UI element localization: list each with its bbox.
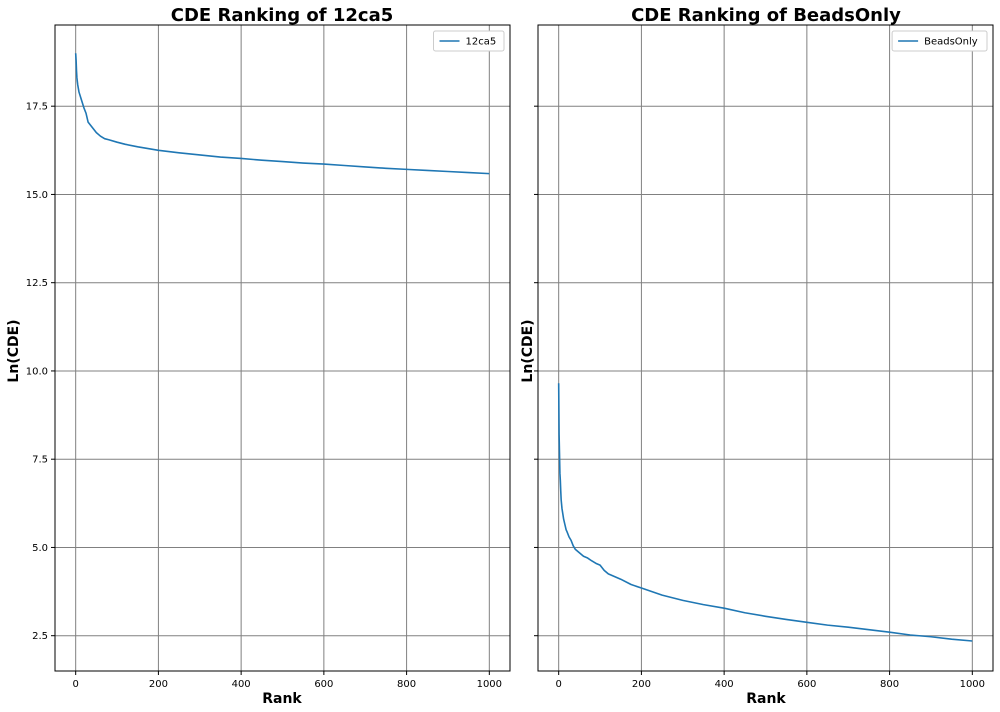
y-axis-label: Ln(CDE) [6, 319, 22, 382]
legend-label: BeadsOnly [924, 37, 978, 48]
y-tick-label: 10.0 [26, 366, 48, 377]
legend-label: 12ca5 [466, 37, 497, 48]
legend: 12ca5 [433, 30, 505, 52]
x-tick-label: 400 [715, 679, 734, 690]
plot-frame [54, 24, 511, 672]
x-axis-ticks: 0 200 400 600 800 1000 [555, 671, 985, 690]
legend-box [433, 30, 505, 52]
x-axis-label: Rank [262, 691, 302, 707]
x-tick-label: 1000 [477, 679, 502, 690]
x-tick-label: 1000 [960, 679, 985, 690]
x-tick-label: 800 [880, 679, 899, 690]
x-tick-label: 0 [555, 679, 561, 690]
y-tick-label: 17.5 [26, 102, 48, 113]
y-tick-label: 2.5 [32, 631, 48, 642]
y-axis-ticks [534, 105, 538, 637]
grid-lines [55, 25, 510, 671]
x-tick-label: 800 [397, 679, 416, 690]
y-axis-ticks: 2.5 5.0 7.5 10.0 12.5 15.0 17.5 [26, 102, 55, 642]
y-tick-label: 12.5 [26, 278, 48, 289]
x-axis-ticks: 0 200 400 600 800 1000 [72, 671, 502, 690]
y-axis-label: Ln(CDE) [520, 319, 536, 382]
chart-title: CDE Ranking of BeadsOnly [631, 5, 901, 26]
x-tick-label: 0 [72, 679, 78, 690]
legend: BeadsOnly [891, 30, 988, 52]
x-tick-label: 200 [149, 679, 168, 690]
x-tick-label: 600 [314, 679, 333, 690]
y-tick-label: 5.0 [32, 543, 48, 554]
series-line-beadsonly [557, 383, 973, 642]
x-tick-label: 200 [632, 679, 651, 690]
chart-panel-12ca5: CDE Ranking of 12ca5 0 200 400 600 800 1000 2… [6, 5, 511, 707]
series-lines [74, 53, 490, 175]
chart-panel-beadsonly: CDE Ranking of BeadsOnly 0 200 400 600 800 10… [520, 5, 994, 707]
chart-title: CDE Ranking of 12ca5 [171, 5, 394, 26]
series-line-12ca5 [74, 53, 490, 175]
x-axis-label: Rank [746, 691, 786, 707]
legend-box [891, 30, 988, 52]
y-tick-label: 7.5 [32, 455, 48, 466]
plot-frame [537, 24, 994, 672]
series-lines [557, 383, 973, 642]
y-tick-label: 15.0 [26, 190, 48, 201]
x-tick-label: 400 [232, 679, 251, 690]
x-tick-label: 600 [797, 679, 816, 690]
